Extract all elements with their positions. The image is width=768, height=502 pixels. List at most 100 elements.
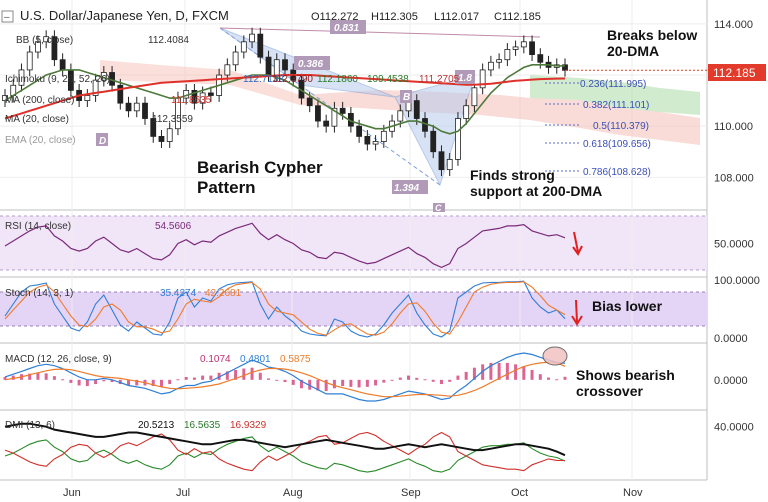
- legend-ma20-value: 112.3559: [152, 114, 193, 125]
- macd-hist-bar: [514, 364, 518, 380]
- price-candle: [331, 107, 338, 127]
- macd-hist-bar: [299, 379, 303, 389]
- fib-label-05: 0.5(110.379): [593, 121, 649, 132]
- price-candle: [364, 136, 371, 145]
- stoch-tick-label: 0.0000: [714, 333, 748, 345]
- price-candle: [537, 54, 544, 63]
- fib-lines: [545, 82, 580, 172]
- macd-hist-bar: [201, 375, 205, 380]
- price-candle: [372, 141, 379, 145]
- rsi-band: [0, 216, 707, 270]
- legend-stoch[interactable]: Stoch (14, 3, 1): [5, 288, 73, 299]
- x-tick-label: Aug: [283, 487, 303, 499]
- macd-hist-bar: [390, 379, 394, 381]
- legend-dmi[interactable]: DMI (13, 6): [5, 420, 55, 431]
- price-candle: [199, 92, 206, 104]
- note-bias: Bias lower: [592, 298, 663, 314]
- macd-hist-bar: [61, 379, 65, 381]
- fib-label-0618: 0.618(109.656): [583, 139, 651, 150]
- macd-hist-bar: [563, 376, 567, 380]
- macd-hist-bar: [258, 372, 262, 380]
- macd-hist-bar: [135, 379, 139, 386]
- legend-dmi-v2: 16.5635: [184, 420, 221, 431]
- macd-hist-bar: [308, 379, 312, 390]
- legend-ema20[interactable]: EMA (20, close): [5, 135, 76, 146]
- macd-hist-bar: [28, 373, 32, 380]
- price-candle: [430, 130, 437, 153]
- macd-hist-bar: [357, 379, 361, 388]
- legend-dmi-v3: 16.9329: [230, 420, 267, 431]
- dmi-tick-label: 40.0000: [714, 422, 754, 434]
- macd-hist-bar: [439, 379, 443, 385]
- macd-hist-bar: [176, 379, 180, 381]
- price-tick-label: 110.000: [714, 121, 753, 133]
- macd-hist-bar: [464, 371, 468, 380]
- price-candle: [306, 97, 313, 107]
- ohlc-close: C112.185: [494, 11, 541, 23]
- macd-hist-bar: [415, 377, 419, 380]
- price-candle: [142, 102, 148, 119]
- macd-hist-bar: [267, 378, 271, 380]
- collapse-icon[interactable]: –: [4, 12, 10, 23]
- macd-signal-line: [4, 361, 566, 398]
- macd-hist-bar: [102, 379, 106, 382]
- price-candle: [43, 36, 50, 43]
- legend-ichimoku[interactable]: Ichimoku (9, 26, 52, 26): [5, 74, 110, 85]
- indicator-legends: RSI (14, close) 54.5606 Stoch (14, 3, 1)…: [5, 221, 311, 431]
- price-candle: [471, 87, 478, 107]
- price-candle: [257, 33, 264, 58]
- annotations: Breaks below 20-DMA Bearish Cypher Patte…: [197, 27, 697, 399]
- macd-hist-bar: [44, 373, 48, 380]
- macd-hist-bar: [522, 366, 526, 380]
- dmi-minus-line: [4, 431, 566, 472]
- stoch-down-arrow: [575, 299, 578, 323]
- price-candle: [191, 89, 198, 104]
- price-candle: [92, 79, 99, 96]
- macd-hist-bar: [398, 377, 402, 380]
- pattern-label-0386: 0.386: [298, 59, 323, 70]
- macd-hist-bar: [127, 379, 131, 386]
- legend-rsi[interactable]: RSI (14, close): [5, 221, 71, 232]
- price-candle: [18, 69, 25, 86]
- legend-ma200[interactable]: MA (200, close): [5, 95, 74, 106]
- ichimoku-v4: 111.2705: [419, 74, 460, 85]
- price-candle: [133, 102, 140, 112]
- macd-hist-bar: [225, 371, 229, 380]
- pattern-label-b: B: [403, 92, 410, 103]
- macd-tick-label: 0.0000: [714, 375, 748, 387]
- legend-ma200-value: 111.8635: [171, 95, 212, 106]
- macd-hist-bar: [505, 362, 509, 380]
- ma20-line: [4, 64, 566, 135]
- price-candle: [479, 69, 486, 89]
- price-candle: [117, 84, 124, 104]
- stoch-arrow-head: [571, 315, 583, 326]
- main-legend: BB (5, close) 112.4084 Ichimoku (9, 26, …: [5, 35, 460, 146]
- macd-hist-bar: [192, 377, 196, 380]
- pattern-label-18: 1.8: [458, 73, 472, 84]
- cypher-leg-xc: [219, 27, 441, 186]
- price-candle: [520, 41, 527, 48]
- legend-rsi-value: 54.5606: [155, 221, 192, 232]
- ma200-line: [4, 74, 566, 120]
- price-candle: [282, 59, 288, 71]
- macd-hist-bar: [332, 379, 336, 389]
- macd-hist-bar: [3, 377, 7, 380]
- macd-hist-bar: [234, 369, 238, 380]
- legend-macd[interactable]: MACD (12, 26, close, 9): [5, 354, 112, 365]
- note-crossover: Shows bearish crossover: [576, 367, 679, 399]
- legend-ma20[interactable]: MA (20, close): [5, 114, 69, 125]
- macd-hist-bar: [159, 379, 163, 387]
- legend-macd-v2: 0.4801: [240, 354, 271, 365]
- macd-hist-bar: [382, 379, 386, 383]
- adx-line: [4, 422, 566, 457]
- macd-hist-bar: [448, 379, 452, 382]
- cypher-leg-top: [219, 27, 541, 38]
- legend-bb[interactable]: BB (5, close): [16, 35, 73, 46]
- macd-hist-bar: [547, 377, 551, 380]
- macd-hist-bar: [472, 367, 476, 380]
- price-candle: [166, 128, 173, 142]
- macd-hist-bar: [242, 368, 246, 380]
- price-candle: [339, 107, 346, 114]
- pattern-label-d: D: [99, 136, 106, 147]
- price-candle: [323, 120, 330, 127]
